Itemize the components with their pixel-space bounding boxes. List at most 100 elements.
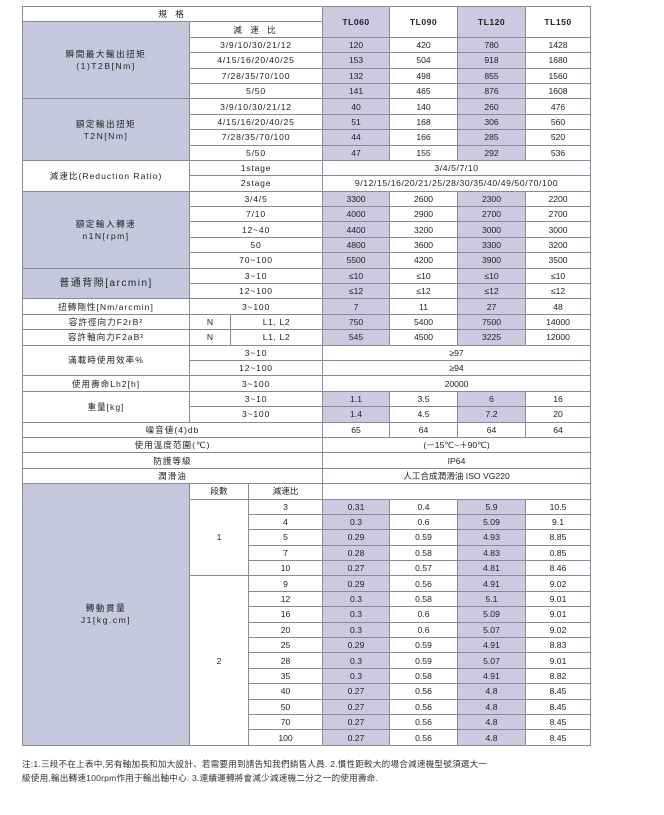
value-cell-tl060: 1.1 (322, 390, 391, 408)
value-cell-tl060: 545 (322, 329, 391, 346)
value-cell-tl060: 4000 (322, 206, 391, 223)
ratio-cell: 16 (247, 606, 324, 623)
value-cell-tl090: 420 (389, 36, 459, 54)
value-cell-tl090: 0.56 (389, 698, 459, 715)
table-row: 5/50 141 465 876 1608 (23, 82, 592, 100)
ratio-cell: 100 (247, 729, 324, 746)
merged-value-cell: ≥94 (322, 359, 592, 377)
value-cell-tl060: 0.29 (322, 575, 391, 592)
ratio-cell: 28 (247, 652, 324, 669)
value-cell-tl150: 1428 (525, 36, 592, 54)
value-cell-tl150: 8.83 (525, 637, 592, 654)
value-cell-tl090: 0.56 (389, 575, 459, 592)
value-cell-tl120: 4.81 (457, 560, 527, 577)
ratio-cell: 35 (247, 667, 324, 685)
table-row: 潤滑油 人工合成潤滑油 ISO VG220 (21, 467, 592, 485)
ratio-cell: 3/4/5 (188, 190, 324, 208)
value-cell-tl120: ≤10 (457, 267, 527, 285)
value-cell-tl150: 8.45 (525, 683, 592, 700)
ratio-cell: 3~10 (188, 267, 324, 285)
section-label: 容許軸向力F2aB² (22, 329, 190, 346)
value-cell-tl150: ≤10 (525, 267, 592, 285)
label-line: T2N[Nm] (83, 130, 129, 141)
value-cell-tl060: 132 (322, 67, 391, 84)
footnote-line: 級使用,輸出轉速100rpm作用于輸出軸中心. 3.連續運轉將會減少減速機二分之… (22, 773, 379, 783)
value-cell-tl120: 2700 (457, 206, 527, 223)
value-cell-tl090: 3200 (389, 221, 459, 238)
value-cell-tl120: 4.8 (457, 683, 527, 700)
value-cell-tl120: 4.8 (457, 713, 527, 731)
value-cell-tl150: 8.45 (525, 698, 592, 715)
value-cell-tl150: 8.46 (525, 560, 592, 577)
section-label: 瞬間最大輸出扭矩 (1)T2B[Nm] (22, 21, 190, 100)
value-cell-tl060: 47 (322, 144, 391, 161)
table-row: 滿載時使用效率% 3~10 ≥97 (22, 344, 592, 377)
model-header-tl090: TL090 (389, 6, 459, 38)
section-label: 減速比(Reduction Ratio) (22, 159, 190, 192)
ratio-cell: 3/9/10/30/21/12 (188, 98, 324, 115)
value-cell-tl120: 4.83 (457, 544, 527, 562)
table-row: 容許徑向力F2rB² N L1, L2 750 5400 7500 14000 (22, 313, 592, 331)
model-header-tl120: TL120 (457, 6, 527, 38)
label-line: (1)T2B[Nm] (76, 61, 136, 72)
ratio-cell: 5 (247, 529, 324, 546)
value-cell-tl120: 5.07 (457, 621, 527, 639)
value-cell-tl060: 0.27 (322, 729, 391, 746)
ratio-cell: 5/50 (188, 82, 324, 100)
table-row: 4/15/16/20/40/25 153 504 918 1680 (23, 52, 592, 69)
value-cell-tl150: 0.85 (525, 544, 592, 562)
value-cell-tl060: 120 (322, 36, 391, 54)
table-row: 7 0.28 0.58 4.83 0.85 (23, 544, 592, 562)
label-line: 額定輸出扭矩 (75, 118, 137, 129)
value-cell-tl060: 0.31 (322, 498, 391, 515)
ratio-header: 減速比 (247, 483, 324, 500)
ratio-cell: 20 (247, 621, 324, 639)
model-header-tl150: TL150 (525, 6, 592, 38)
value-cell-tl060: 0.27 (322, 683, 391, 700)
position-cell: L1, L2 (229, 329, 324, 346)
value-cell-tl120: 292 (457, 144, 527, 161)
table-row: 20 0.3 0.6 5.07 9.02 (23, 621, 592, 639)
value-cell-tl090: 11 (389, 298, 459, 315)
value-cell-tl090: 140 (389, 98, 459, 115)
value-cell: 64 (525, 421, 592, 438)
value-cell-tl120: 6 (457, 390, 527, 408)
value-cell-tl060: 44 (322, 129, 391, 146)
ratio-cell: 3~10 (188, 390, 324, 408)
stage-cell: 1 (189, 498, 249, 577)
value-cell-tl150: 520 (525, 129, 592, 146)
ratio-cell: 7/28/35/70/100 (188, 67, 324, 84)
value-cell-tl060: 0.3 (322, 606, 391, 623)
ratio-header: 減 速 比 (188, 21, 324, 38)
specification-table: 規 格 TL060 TL090 TL120 TL150 瞬間最大輸出扭矩 (1)T2B[Nm… (21, 5, 592, 746)
value-cell-tl120: 876 (457, 82, 527, 100)
table-row: 2 9 0.29 0.56 4.91 9.02 (23, 575, 592, 746)
label-line: J1[kg.cm] (80, 615, 132, 626)
value-cell-tl060: 7 (322, 298, 391, 315)
value-cell-tl060: 1.4 (322, 406, 391, 423)
footnote-line: 注:1.三段不在上表中,另有軸加長和加大設計、若需要用到請告知我們銷售人員. 2… (22, 759, 488, 769)
value-cell-tl120: 4.93 (457, 529, 527, 546)
value-cell-tl120: 4.91 (457, 667, 527, 685)
unit-cell: N (189, 313, 231, 331)
value-cell-tl090: 155 (389, 144, 459, 161)
table-row: 普通背隙[arcmin] 3~10 ≤10 ≤10 ≤10 ≤10 (22, 267, 592, 300)
value-cell-tl150: 476 (525, 98, 592, 115)
blank-cell (322, 483, 592, 500)
position-cell: L1, L2 (229, 313, 324, 331)
section-label: 轉動貫量 J1[kg.cm] (22, 483, 190, 746)
value-cell-tl090: 465 (389, 82, 459, 100)
table-row: 使用溫度范圍(℃) (－15℃~＋90℃) (21, 436, 592, 454)
value-cell-tl090: 504 (389, 52, 459, 69)
label-line: n1N[rpm] (82, 230, 130, 241)
value-cell-tl120: 4.91 (457, 575, 527, 592)
value-cell-tl150: 20 (525, 406, 592, 423)
value-cell-tl150: 560 (525, 113, 592, 131)
value-cell-tl060: 3300 (322, 190, 391, 208)
value-cell-tl150: 9.01 (525, 652, 592, 669)
section-label: 防護等級 (21, 452, 324, 469)
value-cell-tl150: 8.85 (525, 529, 592, 546)
table-row: 35 0.3 0.58 4.91 8.82 (23, 667, 592, 685)
value-cell-tl090: 4200 (389, 252, 459, 269)
value-cell-tl120: 4.8 (457, 698, 527, 715)
